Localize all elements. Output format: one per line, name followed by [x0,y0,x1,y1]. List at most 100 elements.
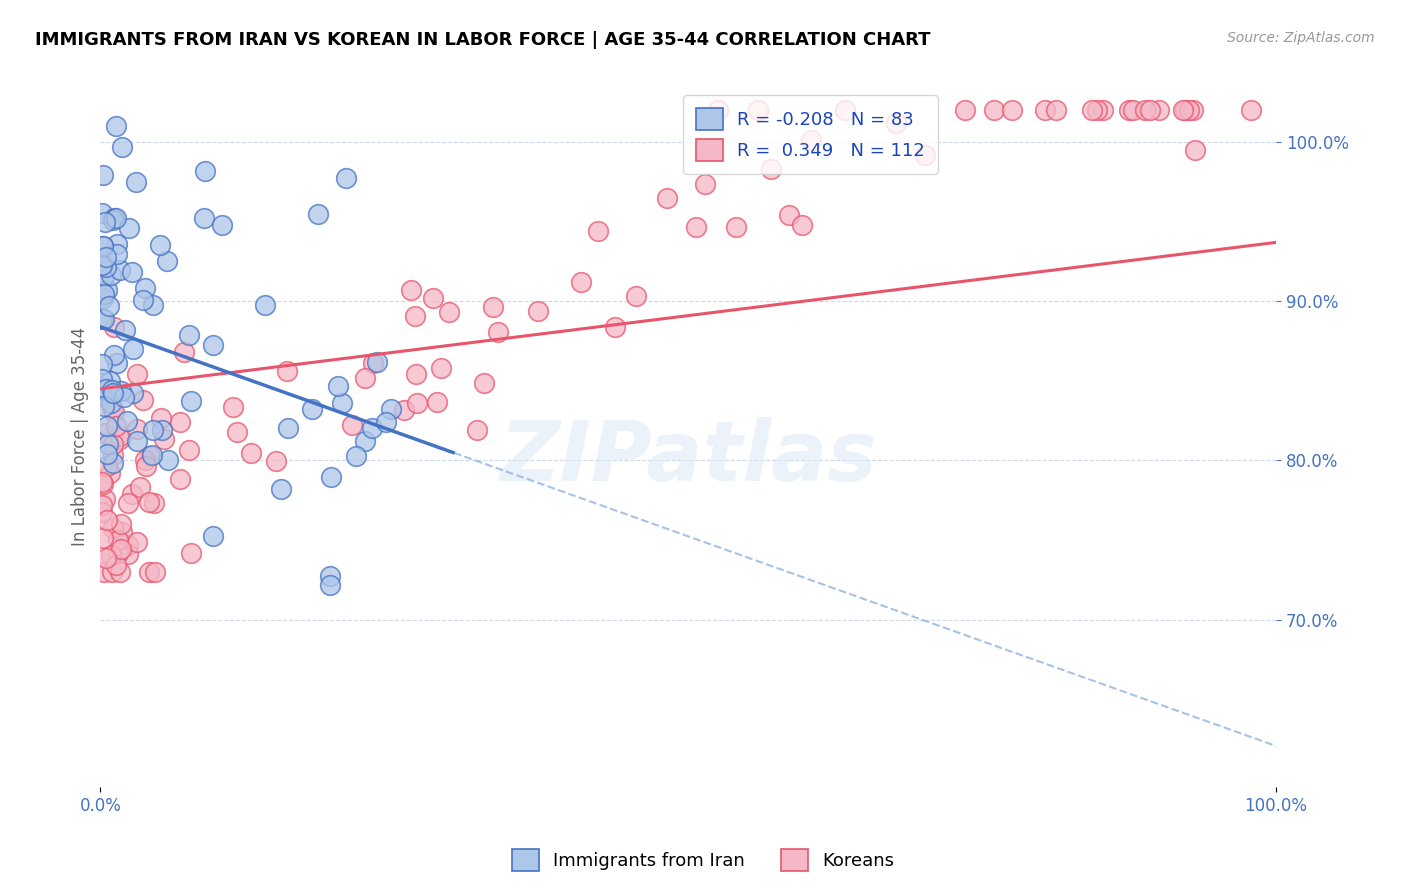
Point [1133,103,1156,118]
Point [117,496,139,510]
Point [93,215,115,229]
Point [193,211,215,226]
Point [319,469,342,483]
Point [107,546,129,560]
Point [125,175,148,189]
Point [1177,103,1199,118]
Point [1240,103,1263,118]
Point [953,103,976,118]
Point [103,405,125,419]
Point [884,116,907,130]
Point [254,298,277,312]
Point [91,291,114,305]
Point [103,211,125,225]
Point [226,425,249,439]
Point [105,419,128,434]
Point [695,177,717,191]
Point [93,239,115,253]
Point [319,569,342,583]
Legend: R = -0.208   N = 83, R =  0.349   N = 112: R = -0.208 N = 83, R = 0.349 N = 112 [683,95,938,174]
Point [131,293,153,307]
Point [90,256,112,270]
Point [361,421,384,435]
Point [117,547,139,561]
Point [91,532,114,546]
Point [94,551,117,566]
Point [222,400,245,414]
Point [101,213,124,227]
Point [125,434,148,449]
Point [149,237,172,252]
Point [194,164,217,178]
Point [1000,103,1022,118]
Point [759,162,782,177]
Point [439,304,461,318]
Point [354,371,377,385]
Point [112,390,135,404]
Point [277,421,299,435]
Point [366,355,388,369]
Point [156,253,179,268]
Point [142,423,165,437]
Point [180,546,202,560]
Point [101,437,124,451]
Point [482,300,505,314]
Point [983,103,1005,118]
Point [335,171,357,186]
Point [96,260,118,274]
Point [404,309,426,323]
Point [330,396,353,410]
Point [96,419,118,434]
Point [93,400,115,414]
Point [270,483,292,497]
Point [90,372,112,386]
Point [685,220,707,235]
Point [103,348,125,362]
Point [488,325,510,339]
Point [90,258,112,272]
Point [914,148,936,162]
Point [91,499,114,513]
Point [108,432,131,446]
Point [96,447,118,461]
Point [800,133,823,147]
Point [91,168,114,182]
Point [406,396,429,410]
Point [91,475,114,490]
Point [138,495,160,509]
Point [107,533,129,548]
Point [100,548,122,562]
Point [834,103,856,118]
Point [96,251,118,265]
Point [110,384,132,399]
Point [1121,103,1143,118]
Point [301,402,323,417]
Point [125,367,148,381]
Point [588,224,610,238]
Point [134,453,156,467]
Point [1184,143,1206,157]
Point [394,402,416,417]
Point [624,289,647,303]
Point [122,386,145,401]
Point [96,390,118,404]
Point [344,449,367,463]
Point [125,422,148,436]
Point [121,487,143,501]
Point [105,211,128,226]
Point [1147,103,1170,118]
Point [135,459,157,474]
Point [706,103,728,118]
Point [138,565,160,579]
Point [169,472,191,486]
Point [129,480,152,494]
Point [100,268,122,282]
Point [101,383,124,397]
Text: IMMIGRANTS FROM IRAN VS KOREAN IN LABOR FORCE | AGE 35-44 CORRELATION CHART: IMMIGRANTS FROM IRAN VS KOREAN IN LABOR … [35,31,931,49]
Point [150,410,173,425]
Legend: Immigrants from Iran, Koreans: Immigrants from Iran, Koreans [505,842,901,879]
Point [177,328,200,343]
Point [108,429,131,443]
Point [1085,103,1108,118]
Point [177,443,200,458]
